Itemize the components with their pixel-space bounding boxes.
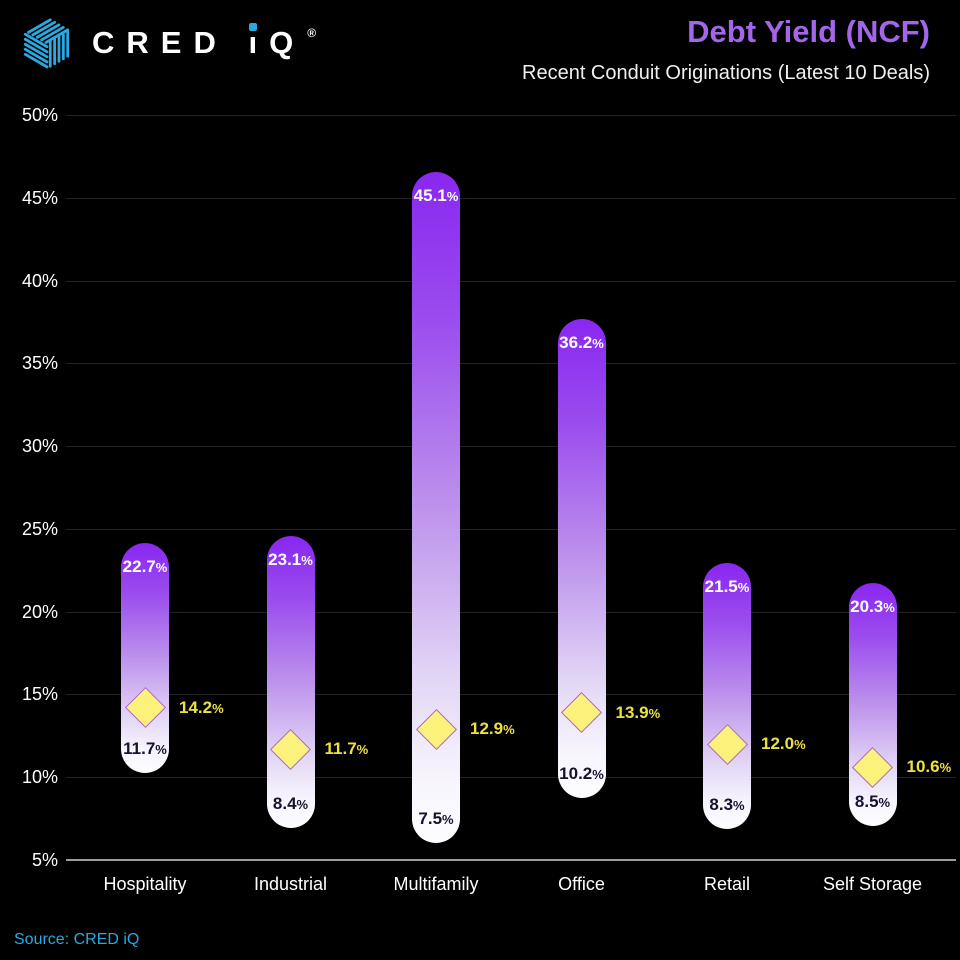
gridline [66, 694, 956, 696]
cred-iq-logo-icon [23, 18, 70, 69]
gridline [66, 528, 956, 530]
y-tick-label: 10% [21, 767, 58, 788]
gridline [66, 777, 956, 779]
max-value-label-hospitality: 22.7% [122, 556, 168, 576]
logo-left-face-stripes [23, 32, 49, 69]
max-value-label-retail: 21.5% [704, 576, 750, 596]
average-value-label-office: 13.9% [615, 702, 661, 722]
average-value-label-hospitality: 14.2% [179, 697, 224, 717]
min-value-label-industrial: 8.4% [272, 793, 309, 813]
average-value-label-industrial: 11.7% [324, 739, 369, 759]
min-value-label-retail: 8.3% [709, 795, 745, 815]
y-tick-label: 25% [21, 518, 58, 539]
gridline [66, 280, 956, 282]
x-axis-line [66, 859, 956, 861]
brand-q: Q [269, 25, 306, 60]
min-value-label-hospitality: 11.7% [123, 739, 167, 759]
y-tick-label: 35% [21, 353, 58, 374]
y-tick-label: 5% [31, 850, 58, 870]
max-value-label-office: 36.2% [559, 333, 604, 353]
max-value-label-self-storage: 20.3% [850, 596, 895, 616]
range-bar-retail [703, 562, 751, 830]
category-label-office: Office [558, 874, 605, 894]
category-label-retail: Retail [703, 874, 751, 894]
range-bar-self-storage [848, 582, 897, 827]
source-credit: Source: CRED iQ [14, 931, 140, 948]
y-tick-label: 30% [21, 436, 58, 457]
y-tick-label: 20% [21, 601, 58, 622]
max-value-label-multifamily: 45.1% [413, 186, 459, 206]
category-label-hospitality: Hospitality [103, 874, 187, 894]
y-tick-label: 15% [21, 684, 58, 705]
average-value-label-multifamily: 12.9% [470, 719, 515, 739]
min-value-label-multifamily: 7.5% [418, 808, 454, 828]
range-bar-hospitality [121, 542, 169, 774]
max-value-label-industrial: 23.1% [268, 550, 313, 570]
y-tick-label: 45% [21, 187, 58, 208]
chart-title: Debt Yield (NCF) [687, 14, 930, 49]
category-label-industrial: Industrial [253, 874, 328, 894]
range-bar-industrial [266, 536, 315, 828]
gridline [66, 446, 956, 448]
cred-iq-brand: CRED ı Q ® [18, 14, 316, 72]
logo-right-face-stripes [48, 29, 70, 68]
brand-i: ı [248, 23, 270, 60]
y-tick-label: 40% [21, 270, 58, 291]
brand-cred: CRED [92, 25, 249, 60]
average-value-label-retail: 12.0% [761, 734, 806, 754]
gridline [66, 611, 956, 613]
gridline [66, 363, 956, 365]
category-label-multifamily: Multifamily [393, 874, 479, 894]
gridline [66, 197, 956, 199]
chart-subtitle: Recent Conduit Originations (Latest 10 D… [522, 62, 930, 84]
min-value-label-self-storage: 8.5% [854, 792, 891, 812]
min-value-label-office: 10.2% [559, 763, 604, 783]
registered-mark: ® [307, 26, 317, 40]
category-label-self-storage: Self Storage [822, 874, 923, 894]
y-tick-label: 50% [21, 105, 58, 125]
brand-wordmark: CRED ı Q ® [92, 23, 317, 61]
average-value-label-self-storage: 10.6% [906, 757, 952, 777]
brand-i-dot [249, 23, 258, 31]
gridline [66, 115, 956, 116]
